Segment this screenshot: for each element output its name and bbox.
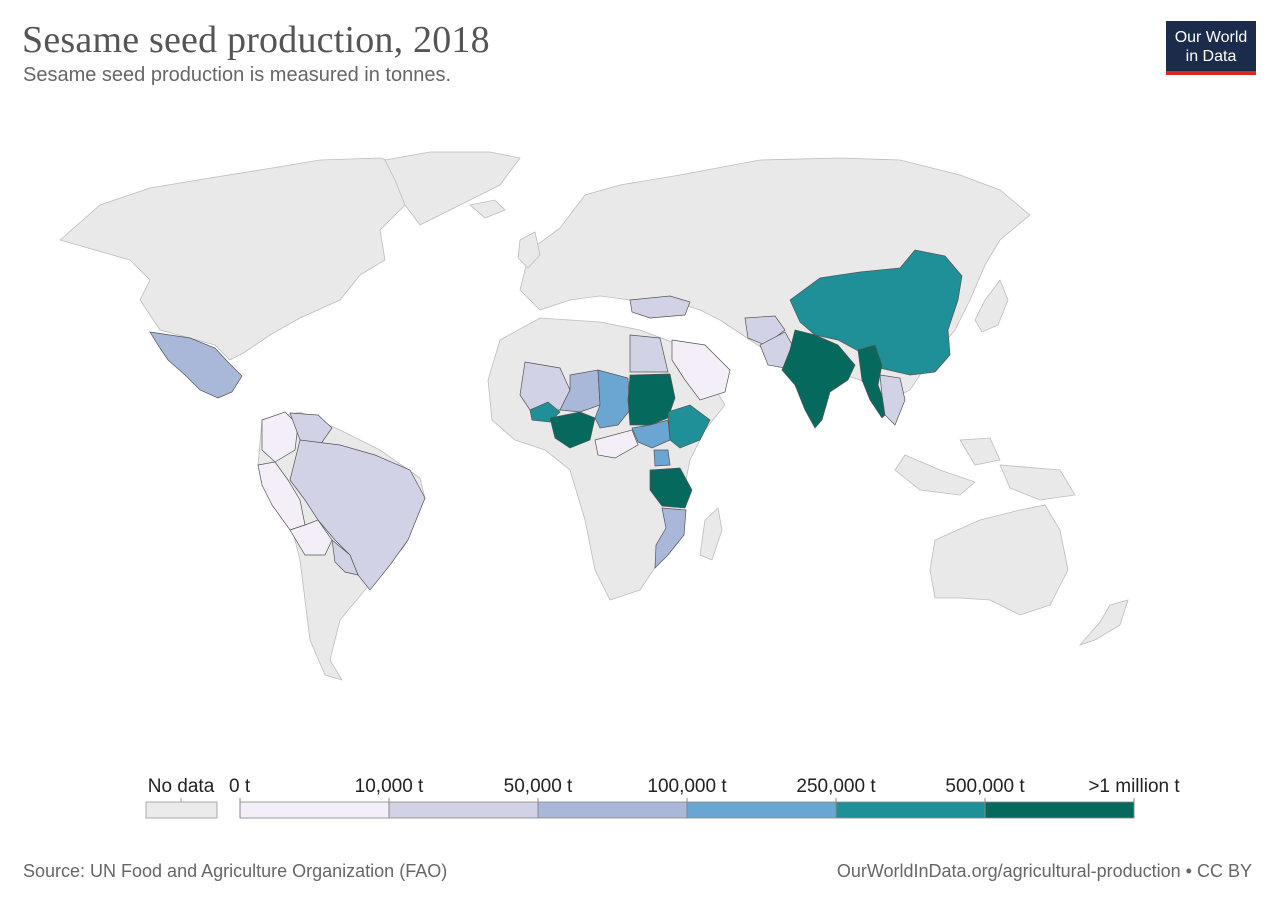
legend-label-4: 250,000 t [796, 776, 876, 797]
china-region[interactable] [789, 249, 963, 376]
mozambique-region[interactable] [654, 507, 687, 569]
tanzania-region[interactable] [649, 467, 693, 509]
legend-no-data-label: No data [148, 776, 215, 797]
legend-label-end: >1 million t [1088, 776, 1180, 797]
legend-bin-4 [835, 801, 986, 819]
turkey-region[interactable] [629, 295, 691, 319]
saudi-arabia-region[interactable] [671, 339, 731, 401]
map-legend: No data 0 t 10,000 t 50,000 t 100,000 t 250,0… [145, 776, 1180, 819]
australia-land [929, 504, 1069, 616]
chart-subtitle: Sesame seed production is measured in to… [23, 64, 452, 86]
southeast-asia-islands [894, 437, 1076, 501]
legend-label-2: 50,000 t [504, 776, 573, 797]
brazil-region[interactable] [289, 439, 426, 591]
legend-label-3: 100,000 t [647, 776, 727, 797]
iceland-land [469, 199, 506, 219]
chad-region[interactable] [594, 369, 631, 429]
legend-label-5: 500,000 t [945, 776, 1025, 797]
legend-bin-2 [537, 801, 688, 819]
central-african-republic-region[interactable] [594, 429, 639, 459]
legend-bin-5 [984, 801, 1135, 819]
owid-logo[interactable]: Our World in Data [1166, 21, 1256, 75]
mexico-region[interactable] [149, 331, 243, 399]
thailand-region[interactable] [879, 374, 906, 426]
paraguay-region[interactable] [331, 539, 359, 576]
uk-land [517, 231, 541, 269]
sudan-region[interactable] [627, 373, 676, 426]
legend-label-0: 0 t [229, 776, 251, 797]
uganda-region[interactable] [653, 449, 671, 467]
ethiopia-region[interactable] [667, 404, 711, 449]
source-note: Source: UN Food and Agriculture Organiza… [23, 861, 448, 881]
legend-bin-1 [388, 801, 539, 819]
madagascar-land [699, 507, 723, 561]
legend-label-1: 10,000 t [355, 776, 424, 797]
new-zealand-land [1078, 599, 1129, 646]
egypt-region[interactable] [629, 334, 669, 373]
india-region[interactable] [781, 329, 856, 429]
legend-bin-3 [686, 801, 837, 819]
nigeria-region[interactable] [549, 411, 596, 449]
greenland-land [384, 151, 521, 226]
chart-title: Sesame seed production, 2018 [22, 19, 490, 61]
japan-land [974, 279, 1009, 333]
venezuela-region[interactable] [289, 412, 333, 446]
license-link[interactable]: OurWorldInData.org/agricultural-producti… [836, 861, 1252, 881]
logo-line-2: in Data [1185, 48, 1237, 65]
legend-no-data-swatch [145, 801, 218, 819]
colombia-region[interactable] [261, 411, 299, 463]
legend-bin-0 [239, 801, 390, 819]
north-america-land [59, 157, 421, 361]
logo-line-1: Our World [1174, 29, 1248, 46]
world-map [59, 151, 1129, 681]
